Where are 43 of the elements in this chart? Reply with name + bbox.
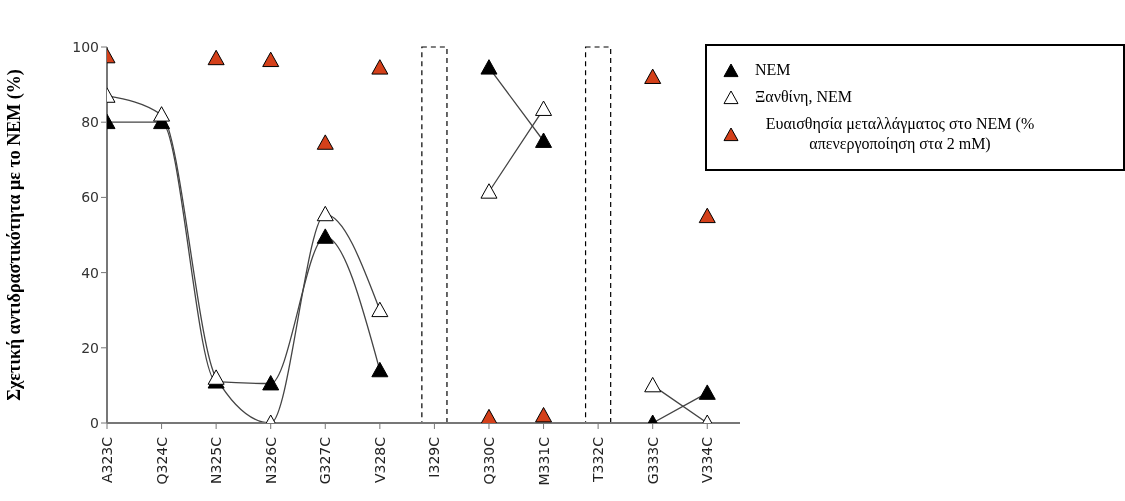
y-tick-label: 0 <box>90 414 99 431</box>
point <box>535 132 553 148</box>
point <box>371 301 389 318</box>
x-tick-label: N326C <box>262 436 279 484</box>
point <box>316 205 334 222</box>
y-axis-title: Σχετική αντιδραστικότητα με το NEM (%) <box>4 69 26 401</box>
point <box>480 183 498 199</box>
x-tick-label: G327C <box>317 436 334 485</box>
point <box>262 375 280 391</box>
x-tick-label: T332C <box>590 436 607 484</box>
point <box>535 100 553 116</box>
x-tick-label: N325C <box>208 436 225 484</box>
x-tick-label: V334C <box>699 436 716 484</box>
x-tick-label: I329C <box>426 436 443 478</box>
point <box>262 51 280 68</box>
x-tick-label: A323C <box>99 436 115 484</box>
point <box>371 59 389 75</box>
y-tick-label: 80 <box>81 114 99 131</box>
point <box>316 134 334 150</box>
point <box>480 408 498 423</box>
legend-label: Ξανθίνη, NEM <box>755 86 854 108</box>
point <box>698 207 716 224</box>
legend-label: Ευαισθησία μεταλλάγματος στο NEM (% απενεργοποίηση στα 2 mM) <box>764 113 1036 155</box>
point <box>316 228 334 244</box>
y-tick-label: 100 <box>72 38 99 55</box>
y-tick-label: 20 <box>81 339 99 356</box>
point <box>644 376 662 393</box>
y-tick-label: 60 <box>81 189 99 206</box>
point <box>644 68 662 84</box>
x-tick-label: G333C <box>644 436 661 485</box>
legend-label: NEM <box>755 60 792 80</box>
y-tick-label: 40 <box>81 264 99 281</box>
point <box>153 106 171 122</box>
x-tick-label: Q324C <box>153 436 170 485</box>
point <box>207 49 225 66</box>
point <box>535 406 553 423</box>
point <box>698 384 716 400</box>
point <box>480 59 498 75</box>
x-tick-label: Q330C <box>480 436 497 485</box>
point <box>207 369 225 385</box>
x-tick-label: M331C <box>535 436 552 486</box>
x-tick-label: V328C <box>371 436 388 484</box>
point <box>371 361 389 378</box>
